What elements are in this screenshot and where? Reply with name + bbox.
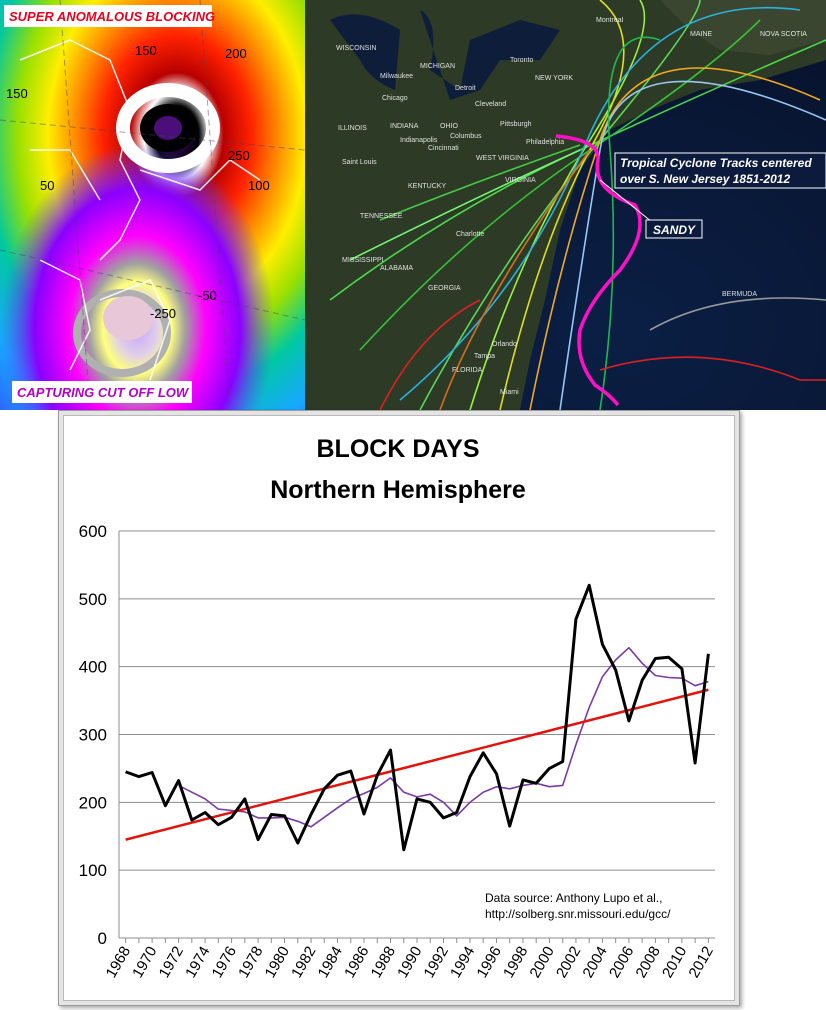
x-tick-label: 1994 [447, 944, 478, 981]
svg-text:ILLINOIS: ILLINOIS [338, 125, 367, 132]
svg-text:Cleveland: Cleveland [475, 101, 506, 108]
contour-label: 150 [6, 86, 28, 101]
source-annotation-line2: http://solberg.snr.missouri.edu/gcc/ [485, 907, 671, 921]
x-tick-label: 1972 [156, 944, 187, 981]
sandy-track [555, 134, 642, 407]
svg-text:GEORGIA: GEORGIA [428, 285, 461, 292]
y-tick-label: 200 [79, 793, 107, 812]
svg-text:Miami: Miami [500, 389, 519, 396]
x-tick-label: 1990 [394, 944, 425, 981]
svg-text:KENTUCKY: KENTUCKY [408, 183, 446, 190]
x-tick-label: 1988 [368, 944, 399, 981]
x-tick-label: 1992 [421, 944, 452, 981]
svg-text:Saint Louis: Saint Louis [342, 159, 377, 166]
svg-text:Columbus: Columbus [450, 133, 482, 140]
svg-text:Indianapolis: Indianapolis [400, 137, 438, 144]
block-days-chart: BLOCK DAYS Northern Hemisphere 0 100 200 30… [79, 435, 717, 981]
x-tick-label: 2002 [553, 944, 584, 981]
chart-title: BLOCK DAYS [317, 435, 480, 463]
tracks-map: Tropical Cyclone Tracks centered over S.… [305, 0, 826, 410]
svg-text:ALABAMA: ALABAMA [380, 265, 413, 272]
chart-subtitle: Northern Hemisphere [270, 476, 526, 504]
x-tick-label: 1970 [129, 944, 160, 981]
x-tick-label: 1996 [474, 944, 505, 981]
svg-text:INDIANA: INDIANA [390, 123, 419, 130]
map-panels: SUPER ANOMALOUS BLOCKING CAPTURING CUT O… [0, 0, 826, 410]
cyclone-tracks [329, 0, 826, 410]
contour-label: 150 [135, 43, 157, 58]
svg-text:Pittsburgh: Pittsburgh [500, 121, 532, 128]
svg-text:Cincinnati: Cincinnati [428, 145, 459, 152]
svg-text:Milwaukee: Milwaukee [380, 73, 413, 80]
svg-text:FLORIDA: FLORIDA [452, 367, 483, 374]
svg-text:VIRGINIA: VIRGINIA [505, 177, 536, 184]
svg-text:Charlotte: Charlotte [456, 231, 485, 238]
sandy-label: SANDY [653, 223, 696, 237]
contour-label: 100 [248, 178, 270, 193]
x-tick-label: 2006 [606, 944, 637, 981]
x-tick-label: 2010 [659, 944, 690, 981]
x-tick-label: 1968 [103, 944, 134, 981]
svg-text:OHIO: OHIO [440, 123, 458, 130]
svg-text:Toronto: Toronto [510, 57, 533, 64]
x-tick-label: 1986 [341, 944, 372, 981]
svg-text:NOVA SCOTIA: NOVA SCOTIA [760, 31, 807, 38]
y-tick-label: 500 [79, 590, 107, 609]
x-tick-label: 2012 [685, 944, 716, 981]
place-labels: WISCONSIN MICHIGAN Milwaukee Detroit Tor… [336, 17, 807, 396]
contour-label: 250 [228, 148, 250, 163]
contour-label: -50 [198, 288, 217, 303]
block-days-series-line [125, 583, 710, 852]
svg-text:BERMUDA: BERMUDA [722, 291, 757, 298]
chart-frame: BLOCK DAYS Northern Hemisphere 0 100 200 30… [58, 410, 740, 1006]
svg-text:NEW YORK: NEW YORK [535, 75, 573, 82]
contour-label: 200 [225, 46, 247, 61]
svg-text:Tampa: Tampa [474, 353, 495, 360]
tracks-title-line1: Tropical Cyclone Tracks centered [620, 156, 812, 170]
source-annotation-line1: Data source: Anthony Lupo et al., [485, 891, 662, 905]
x-tick-label: 1984 [315, 944, 346, 981]
svg-text:MICHIGAN: MICHIGAN [420, 63, 455, 70]
x-tick-label: 2008 [632, 944, 663, 981]
y-tick-label: 300 [79, 726, 107, 745]
x-tick-label: 1976 [209, 944, 240, 981]
y-tick-label: 400 [79, 658, 107, 677]
blocking-label: SUPER ANOMALOUS BLOCKING [9, 9, 215, 24]
x-tick-label: 1982 [288, 944, 319, 981]
cutoff-low-label: CAPTURING CUT OFF LOW [17, 385, 190, 400]
contour-label: 50 [40, 178, 54, 193]
svg-text:Detroit: Detroit [455, 85, 476, 92]
x-tick-label: 2004 [579, 944, 610, 981]
svg-text:Orlando: Orlando [492, 341, 517, 348]
running-mean-series-line [178, 646, 709, 828]
x-tick-label: 1978 [235, 944, 266, 981]
svg-text:TENNESSEE: TENNESSEE [360, 213, 403, 220]
svg-text:Chicago: Chicago [382, 95, 408, 102]
trend-line [125, 688, 709, 841]
y-tick-label: 100 [79, 861, 107, 880]
contour-label: -250 [150, 306, 176, 321]
y-tick-label: 0 [98, 929, 107, 948]
svg-text:WISCONSIN: WISCONSIN [336, 45, 376, 52]
x-tick-label: 1980 [262, 944, 293, 981]
x-tick-label: 2000 [526, 944, 557, 981]
y-tick-label: 600 [79, 522, 107, 541]
svg-text:WEST VIRGINIA: WEST VIRGINIA [476, 155, 529, 162]
svg-text:MISSISSIPPI: MISSISSIPPI [342, 257, 384, 264]
blocking-map: SUPER ANOMALOUS BLOCKING CAPTURING CUT O… [0, 0, 306, 410]
svg-text:Philadelphia: Philadelphia [526, 139, 564, 146]
svg-text:MAINE: MAINE [690, 31, 713, 38]
x-tick-label: 1974 [182, 944, 213, 981]
tracks-title-line2: over S. New Jersey 1851-2012 [620, 172, 790, 186]
x-tick-label: 1998 [500, 944, 531, 981]
svg-text:Montreal: Montreal [596, 17, 624, 24]
